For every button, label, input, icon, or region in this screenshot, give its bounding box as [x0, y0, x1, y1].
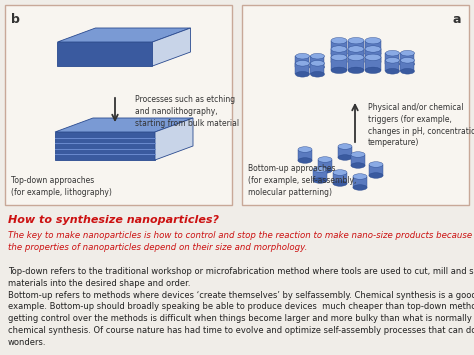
Polygon shape: [385, 60, 400, 71]
Polygon shape: [365, 49, 381, 62]
Polygon shape: [331, 57, 347, 70]
Text: a: a: [453, 13, 461, 26]
Ellipse shape: [401, 58, 414, 63]
Polygon shape: [401, 60, 414, 71]
Polygon shape: [333, 173, 347, 184]
Ellipse shape: [298, 158, 312, 163]
Text: The key to make nanoparticles is how to control and stop the reaction to make na: The key to make nanoparticles is how to …: [8, 231, 472, 252]
Ellipse shape: [338, 155, 352, 160]
Ellipse shape: [348, 54, 364, 60]
Polygon shape: [338, 147, 352, 158]
Ellipse shape: [310, 53, 325, 59]
Ellipse shape: [365, 67, 381, 73]
Ellipse shape: [369, 162, 383, 167]
Polygon shape: [57, 28, 191, 42]
Ellipse shape: [385, 58, 400, 63]
Ellipse shape: [365, 38, 381, 44]
Ellipse shape: [385, 69, 400, 74]
FancyBboxPatch shape: [5, 5, 232, 205]
Polygon shape: [310, 56, 325, 67]
Polygon shape: [369, 164, 383, 175]
Ellipse shape: [401, 61, 414, 67]
Ellipse shape: [365, 59, 381, 65]
Ellipse shape: [318, 168, 332, 173]
Text: Top-down approaches
(for example, lithography): Top-down approaches (for example, lithog…: [11, 176, 112, 197]
Text: Bottom-up approaches
(for example, self-assembly,
molecular patterning): Bottom-up approaches (for example, self-…: [248, 164, 356, 197]
Polygon shape: [348, 41, 364, 54]
Ellipse shape: [353, 174, 367, 179]
Ellipse shape: [401, 50, 414, 56]
Ellipse shape: [331, 38, 347, 44]
Ellipse shape: [365, 50, 381, 57]
Text: Top-down refers to the traditional workshop or microfabrication method where too: Top-down refers to the traditional works…: [8, 267, 474, 347]
Polygon shape: [55, 118, 193, 132]
Polygon shape: [365, 41, 381, 54]
Polygon shape: [153, 28, 191, 66]
Ellipse shape: [369, 173, 383, 178]
Polygon shape: [57, 42, 153, 66]
Polygon shape: [55, 132, 155, 160]
Polygon shape: [298, 149, 312, 160]
Ellipse shape: [351, 152, 365, 157]
Ellipse shape: [351, 163, 365, 168]
Text: Processes such as etching
and nanolithography,
starting from bulk material: Processes such as etching and nanolithog…: [135, 95, 239, 127]
Polygon shape: [331, 41, 347, 54]
Polygon shape: [385, 53, 400, 64]
Ellipse shape: [295, 71, 310, 77]
Ellipse shape: [331, 59, 347, 65]
Polygon shape: [295, 56, 310, 67]
Polygon shape: [318, 159, 332, 170]
Ellipse shape: [333, 181, 347, 186]
Ellipse shape: [331, 46, 347, 52]
Ellipse shape: [348, 38, 364, 44]
Ellipse shape: [365, 46, 381, 52]
Ellipse shape: [348, 67, 364, 73]
Ellipse shape: [331, 67, 347, 73]
Text: b: b: [11, 13, 20, 26]
Polygon shape: [295, 63, 310, 74]
Ellipse shape: [353, 185, 367, 190]
Ellipse shape: [313, 178, 327, 183]
Ellipse shape: [295, 64, 310, 70]
Polygon shape: [310, 63, 325, 74]
Ellipse shape: [295, 53, 310, 59]
Polygon shape: [331, 49, 347, 62]
FancyBboxPatch shape: [242, 5, 469, 205]
Polygon shape: [353, 176, 367, 187]
Polygon shape: [401, 53, 414, 64]
Polygon shape: [351, 154, 365, 165]
Ellipse shape: [318, 157, 332, 162]
Ellipse shape: [333, 170, 347, 175]
Polygon shape: [348, 49, 364, 62]
Ellipse shape: [313, 167, 327, 172]
Ellipse shape: [298, 147, 312, 152]
Ellipse shape: [310, 64, 325, 70]
Ellipse shape: [365, 54, 381, 60]
Ellipse shape: [338, 144, 352, 149]
Ellipse shape: [310, 71, 325, 77]
Ellipse shape: [295, 60, 310, 66]
Text: How to synthesize nanoparticles?: How to synthesize nanoparticles?: [8, 215, 219, 225]
Polygon shape: [365, 57, 381, 70]
Ellipse shape: [331, 54, 347, 60]
Polygon shape: [155, 118, 193, 160]
Polygon shape: [313, 169, 327, 180]
Ellipse shape: [310, 60, 325, 66]
Ellipse shape: [348, 59, 364, 65]
Ellipse shape: [348, 50, 364, 57]
Ellipse shape: [385, 61, 400, 67]
Ellipse shape: [331, 50, 347, 57]
Ellipse shape: [348, 46, 364, 52]
Ellipse shape: [385, 50, 400, 56]
Ellipse shape: [401, 69, 414, 74]
Text: Physical and/or chemical
triggers (for example,
changes in pH, concentration,
te: Physical and/or chemical triggers (for e…: [368, 103, 474, 147]
Polygon shape: [348, 57, 364, 70]
